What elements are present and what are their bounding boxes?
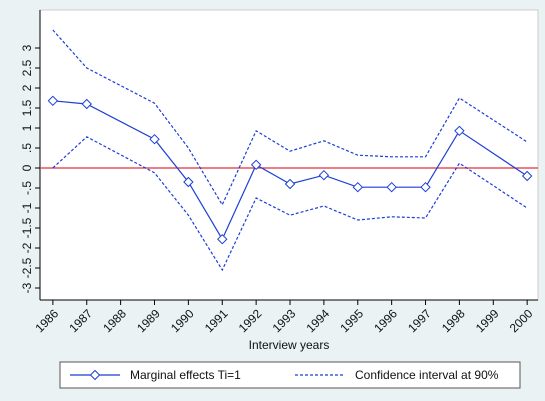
y-tick-label: 0 xyxy=(20,164,34,171)
marker xyxy=(217,233,228,245)
marker xyxy=(318,169,330,181)
legend xyxy=(59,361,521,389)
x-axis-title: Interview years xyxy=(249,338,330,352)
series-line xyxy=(52,136,528,272)
legend-marker xyxy=(89,369,101,381)
y-tick-label: 1 xyxy=(20,124,34,131)
marker xyxy=(420,181,431,193)
marker xyxy=(521,170,533,182)
y-tick-label: 1.5 xyxy=(20,99,34,116)
marker xyxy=(183,176,194,188)
y-tick-label: -2.5 xyxy=(20,257,34,278)
marker xyxy=(250,159,262,171)
y-tick-label: 2 xyxy=(20,84,34,91)
y-tick-label: 3 xyxy=(20,44,34,51)
marker xyxy=(47,95,59,107)
marker xyxy=(352,181,363,193)
plot-area xyxy=(39,9,539,301)
y-tick-label: 2.5 xyxy=(20,59,34,76)
series-line xyxy=(52,29,528,207)
marker xyxy=(454,125,465,137)
y-tick-label: -1.5 xyxy=(20,217,34,238)
marker xyxy=(81,98,92,110)
marker xyxy=(386,181,397,193)
y-tick-label: -3 xyxy=(20,282,34,293)
legend-label: Marginal effects Ti=1 xyxy=(130,368,241,382)
marker xyxy=(284,178,296,190)
legend-label: Confidence interval at 90% xyxy=(355,368,499,382)
y-tick-label: -2 xyxy=(20,242,34,253)
y-tick-label: .5 xyxy=(20,143,34,153)
y-tick-label: -1 xyxy=(20,202,34,213)
marker xyxy=(149,133,160,145)
y-tick-label: -.5 xyxy=(20,181,34,195)
